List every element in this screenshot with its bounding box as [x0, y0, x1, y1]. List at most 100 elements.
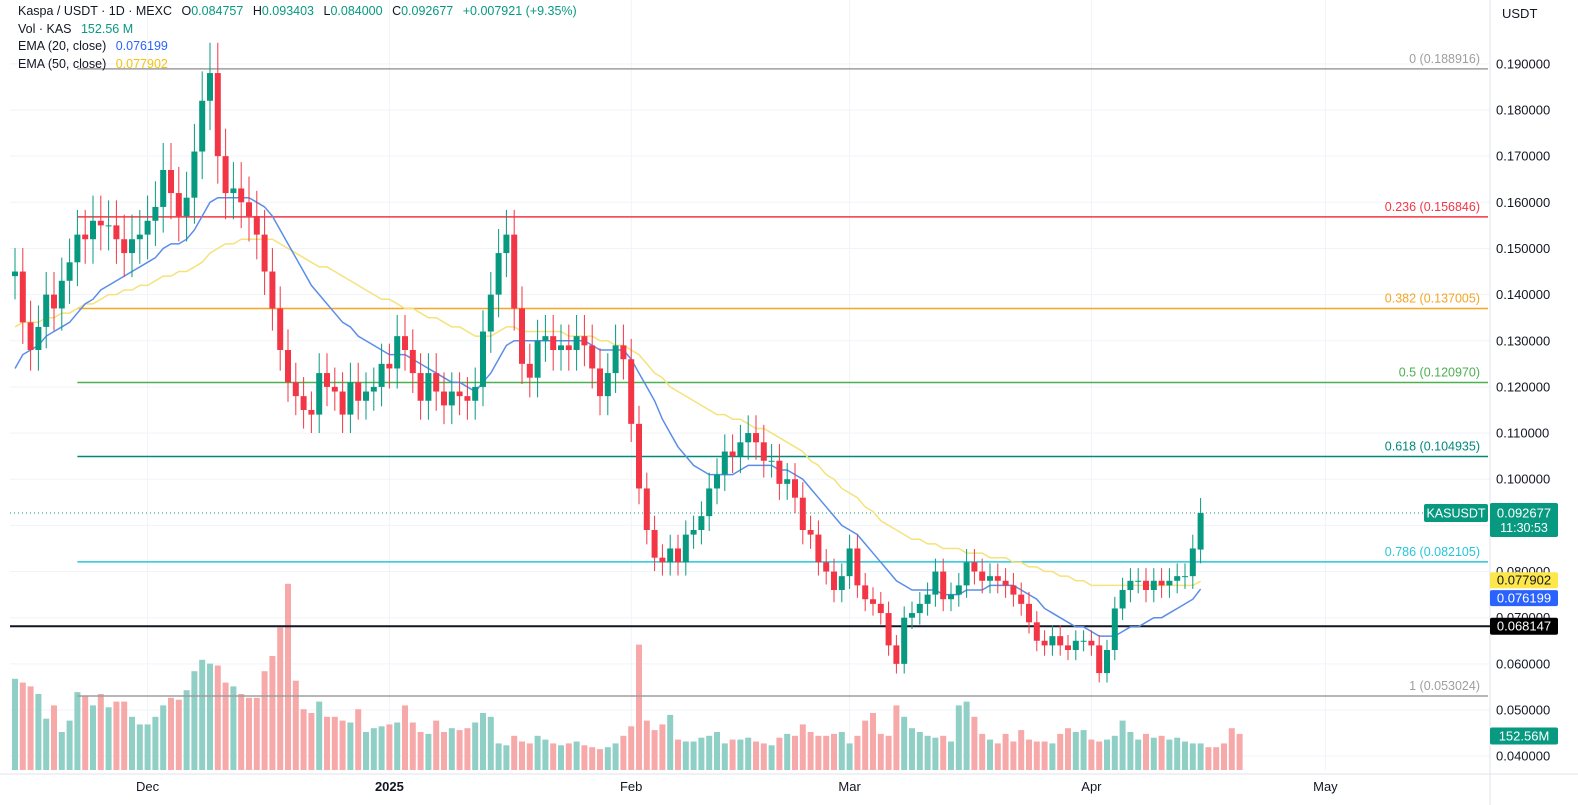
- candle-body: [386, 363, 393, 369]
- volume-row[interactable]: Vol · KAS 152.56 M: [18, 21, 577, 39]
- volume-bar: [58, 732, 65, 770]
- candle-body: [799, 497, 806, 530]
- low-value: 0.084000: [330, 4, 383, 18]
- candle-body: [558, 345, 564, 350]
- volume-bar: [987, 739, 993, 770]
- candle-body: [589, 345, 596, 369]
- candle-body: [604, 373, 611, 397]
- volume-bar: [433, 720, 440, 770]
- volume-bar: [667, 714, 674, 770]
- volume-bar: [331, 716, 338, 770]
- candle-body: [207, 73, 213, 101]
- volume-bar: [1205, 747, 1212, 770]
- volume-bar: [1221, 743, 1227, 770]
- volume-bar: [168, 697, 174, 770]
- candle-body: [534, 340, 541, 378]
- volume-bar: [394, 722, 401, 770]
- time-tick-label: Feb: [620, 779, 642, 794]
- volume-bar: [199, 659, 206, 770]
- volume-bars: [12, 583, 1243, 770]
- volume-bar: [495, 743, 502, 770]
- volume-bar: [285, 583, 291, 770]
- candle-body: [1072, 640, 1079, 650]
- candle-body: [74, 234, 81, 263]
- volume-bar: [581, 745, 588, 770]
- candle-body: [35, 326, 42, 350]
- candle-body: [1158, 580, 1165, 586]
- volume-bar: [1002, 733, 1009, 770]
- volume-bar: [1158, 735, 1165, 770]
- volume-bar: [253, 697, 260, 770]
- volume-bar: [324, 716, 330, 770]
- candle-body: [144, 220, 151, 235]
- volume-bar: [246, 697, 252, 770]
- candle-body: [105, 225, 112, 227]
- candle-body: [238, 188, 245, 203]
- candle-body: [58, 280, 65, 309]
- volume-bar: [971, 716, 978, 770]
- volume-bar: [487, 716, 494, 770]
- candle-body: [721, 451, 728, 475]
- change-value: +0.007921 (+9.35%): [462, 4, 577, 18]
- candle-body: [1143, 580, 1149, 590]
- candle-body: [963, 562, 970, 586]
- candle-body: [12, 271, 18, 277]
- volume-bar: [885, 735, 892, 770]
- volume-bar: [768, 745, 775, 770]
- ema20-row[interactable]: EMA (20, close) 0.076199: [18, 38, 577, 56]
- symbol-label[interactable]: Kaspa / USDT · 1D · MEXC: [18, 4, 172, 18]
- time-tick-label: May: [1313, 779, 1338, 794]
- candle-body: [409, 350, 416, 374]
- candle-body: [511, 234, 518, 309]
- candle-body: [1150, 580, 1157, 590]
- candle-body: [1049, 636, 1056, 646]
- candle-body: [838, 576, 845, 590]
- candle-body: [1002, 580, 1009, 586]
- time-tick-label: Mar: [838, 779, 861, 794]
- volume-bar: [831, 733, 837, 770]
- volume-bar: [534, 735, 541, 770]
- volume-bar: [1236, 733, 1243, 770]
- volume-bar: [1104, 739, 1110, 770]
- candle-body: [823, 562, 830, 572]
- volume-bar: [90, 705, 96, 770]
- volume-bar: [573, 741, 580, 770]
- candle-body: [526, 363, 533, 378]
- volume-bar: [659, 724, 666, 770]
- candle-body: [43, 294, 50, 327]
- volume-bar: [82, 695, 89, 770]
- high-label: H: [252, 4, 262, 18]
- volume-bar: [862, 720, 869, 770]
- volume-bar: [1041, 741, 1048, 770]
- volume-bar: [339, 720, 346, 770]
- candle-body: [136, 234, 143, 240]
- volume-bar: [35, 694, 42, 770]
- open-label: O: [181, 4, 192, 18]
- volume-bar: [1080, 730, 1087, 770]
- ema50-row[interactable]: EMA (50, close) 0.077902: [18, 56, 577, 74]
- price-tick-label: 0.120000: [1496, 379, 1550, 394]
- ema20-line: [14, 196, 1202, 637]
- volume-bar: [402, 705, 408, 770]
- volume-bar: [706, 735, 713, 770]
- volume-bar: [1197, 743, 1204, 770]
- candle-body: [448, 391, 455, 406]
- candle-body: [987, 576, 993, 581]
- candle-body: [441, 391, 447, 406]
- volume-bar: [1018, 730, 1025, 770]
- candle-body: [815, 534, 822, 563]
- candle-body: [456, 391, 463, 397]
- volume-bar: [721, 743, 728, 770]
- volume-bar: [144, 724, 151, 770]
- volume-bar: [675, 739, 681, 770]
- candle-body: [285, 350, 291, 383]
- close-value: 0.092677: [401, 4, 454, 18]
- volume-bar: [27, 686, 34, 770]
- volume-bar: [113, 701, 120, 770]
- volume-bar: [589, 747, 596, 770]
- candle-body: [183, 197, 190, 217]
- currency-label[interactable]: USDT: [1502, 6, 1538, 21]
- volume-bar: [160, 705, 167, 770]
- volume-bar: [1135, 739, 1142, 770]
